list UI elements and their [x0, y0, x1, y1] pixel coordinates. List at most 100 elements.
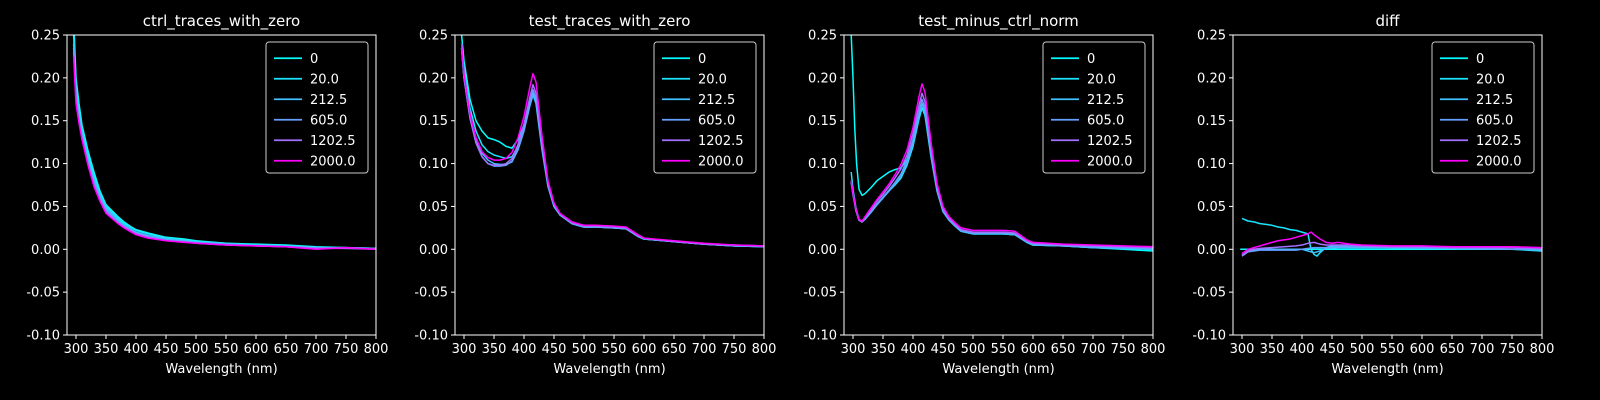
x-tick-label: 300 [64, 342, 89, 357]
x-axis-label: Wavelength (nm) [942, 362, 1054, 377]
y-tick-label: 0.10 [31, 157, 60, 172]
y-tick-label: 0.15 [31, 114, 60, 129]
x-tick-label: 800 [1530, 342, 1555, 357]
x-tick-label: 800 [1141, 342, 1166, 357]
y-tick-label: 0.20 [808, 71, 837, 86]
series-line-2000.0 [850, 83, 1153, 248]
x-tick-label: 500 [184, 342, 209, 357]
x-tick-label: 600 [1021, 342, 1046, 357]
x-tick-label: 350 [1260, 342, 1285, 357]
x-tick-label: 450 [1320, 342, 1345, 357]
legend-label: 1202.5 [1476, 134, 1522, 149]
y-tick-label: -0.05 [26, 286, 60, 301]
y-tick-label: -0.10 [1192, 329, 1226, 344]
legend: 0 20.0 212.5 605.0 1202.5 2000.0 [265, 41, 369, 174]
x-tick-label: 650 [274, 342, 299, 357]
x-tick-label: 450 [542, 342, 567, 357]
x-tick-label: 450 [154, 342, 179, 357]
series-lines [460, 35, 764, 248]
x-tick-label: 750 [1500, 342, 1525, 357]
axes-frame [454, 34, 765, 336]
x-tick-label: 300 [841, 342, 866, 357]
x-tick-label: 700 [304, 342, 329, 357]
legend-label: 20.0 [1476, 72, 1505, 87]
y-tick-label: 0.25 [808, 29, 837, 44]
y-tick-label: 0.20 [1197, 71, 1226, 86]
legend-label: 0 [1476, 52, 1484, 67]
x-tick-label: 550 [991, 342, 1016, 357]
x-tick-label: 750 [334, 342, 359, 357]
series-lines [850, 35, 1153, 252]
x-tick-label: 750 [722, 342, 747, 357]
y-tick-label: 0.00 [808, 243, 837, 258]
axes-frame [843, 34, 1154, 336]
series-lines [1240, 217, 1542, 257]
y-tick-label: 0.15 [419, 114, 448, 129]
x-tick-label: 300 [1230, 342, 1255, 357]
y-tick-label: 0.05 [419, 200, 448, 215]
axes-frame [1232, 34, 1543, 336]
x-tick-label: 700 [692, 342, 717, 357]
legend-label: 0 [310, 52, 318, 67]
legend-label: 605.0 [310, 113, 347, 128]
legend-label: 20.0 [1087, 72, 1116, 87]
x-tick-label: 300 [452, 342, 477, 357]
x-tick-label: 500 [961, 342, 986, 357]
y-tick-label: 0.10 [808, 157, 837, 172]
x-tick-label: 500 [572, 342, 597, 357]
y-tick-label: 0.00 [31, 243, 60, 258]
legend-label: 20.0 [310, 72, 339, 87]
legend-label: 2000.0 [1087, 154, 1133, 169]
legend-label: 20.0 [698, 72, 727, 87]
y-tick-label: 0.25 [31, 29, 60, 44]
legend: 0 20.0 212.5 605.0 1202.5 2000.0 [1431, 41, 1535, 174]
x-tick-label: 550 [602, 342, 627, 357]
x-axis-label: Wavelength (nm) [165, 362, 277, 377]
x-tick-label: 450 [931, 342, 956, 357]
legend-label: 212.5 [310, 93, 347, 108]
series-lines [72, 35, 376, 251]
legend-label: 212.5 [1087, 93, 1124, 108]
x-tick-label: 550 [1380, 342, 1405, 357]
y-tick-label: -0.10 [26, 329, 60, 344]
legend-label: 2000.0 [310, 154, 356, 169]
legend-label: 0 [698, 52, 706, 67]
x-tick-label: 550 [214, 342, 239, 357]
x-tick-label: 600 [244, 342, 269, 357]
x-tick-label: 650 [1051, 342, 1076, 357]
y-tick-label: 0.10 [1197, 157, 1226, 172]
chart-panel-4: diff 300 350 400 450 500 550 600 650 700 750 800 -0.… [1192, 12, 1554, 377]
y-tick-label: 0.25 [1197, 29, 1226, 44]
series-line-2000.0 [460, 43, 764, 247]
legend-label: 605.0 [1087, 113, 1124, 128]
legend-label: 605.0 [698, 113, 735, 128]
y-tick-label: -0.05 [803, 286, 837, 301]
legend-label: 212.5 [698, 93, 735, 108]
y-tick-label: 0.25 [419, 29, 448, 44]
legend-label: 1202.5 [1087, 134, 1133, 149]
y-tick-label: 0.05 [31, 200, 60, 215]
x-axis-label: Wavelength (nm) [553, 362, 665, 377]
x-tick-label: 800 [364, 342, 389, 357]
x-tick-label: 600 [632, 342, 657, 357]
y-tick-label: -0.10 [414, 329, 448, 344]
x-tick-label: 400 [512, 342, 537, 357]
legend-label: 605.0 [1476, 113, 1513, 128]
x-tick-label: 350 [482, 342, 507, 357]
x-tick-label: 700 [1470, 342, 1495, 357]
series-line-0 [73, 35, 376, 250]
x-tick-label: 650 [662, 342, 687, 357]
chart-panel-3: test_minus_ctrl_norm 300 350 400 450 500 550 60… [803, 12, 1165, 377]
x-tick-label: 600 [1410, 342, 1435, 357]
chart-title: test_minus_ctrl_norm [918, 12, 1079, 31]
x-tick-label: 500 [1350, 342, 1375, 357]
x-tick-label: 400 [124, 342, 149, 357]
chart-panel-1: ctrl_traces_with_zero 300 350 400 450 500 550 6… [26, 12, 388, 377]
chart-title: ctrl_traces_with_zero [143, 12, 300, 31]
x-tick-label: 400 [901, 342, 926, 357]
series-line-1202.5 [460, 47, 764, 247]
y-tick-label: -0.05 [414, 286, 448, 301]
legend-label: 1202.5 [698, 134, 744, 149]
y-tick-label: 0.20 [31, 71, 60, 86]
